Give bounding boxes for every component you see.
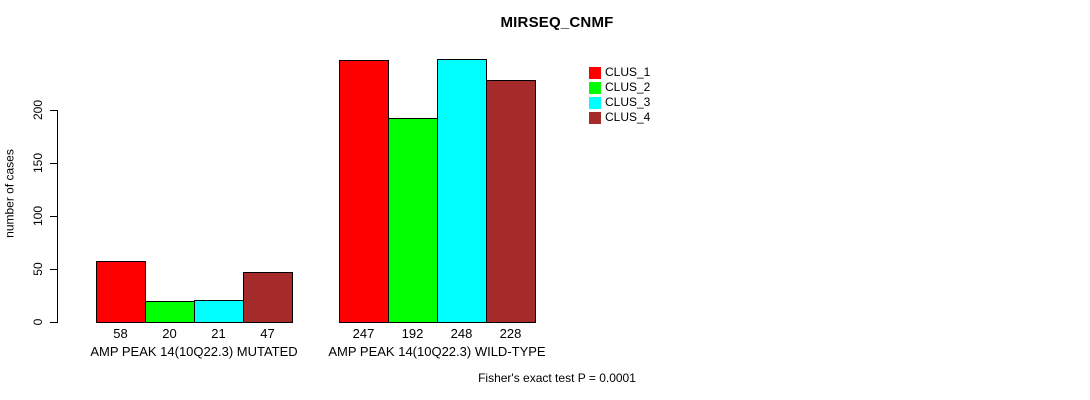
legend-item: CLUS_2: [589, 80, 650, 95]
bar: [96, 261, 146, 323]
bar-value-label: 21: [211, 326, 226, 341]
bar: [388, 118, 438, 323]
y-axis-label: number of cases: [2, 149, 17, 238]
y-axis-tick: [50, 322, 57, 323]
y-axis-tick-label: 100: [31, 205, 45, 227]
bar: [145, 301, 195, 323]
legend-swatch: [589, 111, 601, 124]
y-axis-tick: [50, 269, 57, 270]
y-axis-tick-label: 50: [31, 262, 45, 276]
bar-value-label: 248: [450, 326, 473, 341]
legend-item: CLUS_4: [589, 110, 650, 125]
y-axis-tick: [50, 110, 57, 111]
bar: [486, 80, 536, 323]
legend-item: CLUS_1: [589, 65, 650, 80]
bar-value-label: 58: [113, 326, 128, 341]
bar: [243, 272, 293, 323]
bar: [437, 59, 487, 323]
y-axis-tick-label: 200: [31, 99, 45, 121]
legend-label: CLUS_2: [605, 80, 651, 94]
legend-swatch: [589, 81, 601, 94]
y-axis-tick-label: 150: [31, 152, 45, 174]
legend: CLUS_1 CLUS_2 CLUS_3 CLUS_4: [589, 65, 650, 125]
bar-value-label: 247: [352, 326, 375, 341]
y-axis-tick: [50, 163, 57, 164]
legend-swatch: [589, 96, 601, 109]
legend-item: CLUS_3: [589, 95, 650, 110]
y-axis-tick-label: 0: [31, 318, 45, 326]
bar-value-label: 192: [401, 326, 424, 341]
legend-label: CLUS_1: [605, 65, 651, 79]
y-axis-tick: [50, 216, 57, 217]
bar-value-label: 228: [499, 326, 522, 341]
category-label: AMP PEAK 14(10Q22.3) MUTATED: [90, 344, 298, 359]
bar: [339, 60, 389, 323]
bar-value-label: 47: [260, 326, 275, 341]
legend-label: CLUS_4: [605, 110, 651, 124]
footnote-text: Fisher's exact test P = 0.0001: [478, 371, 636, 385]
category-label: AMP PEAK 14(10Q22.3) WILD-TYPE: [328, 344, 546, 359]
y-axis-line: [57, 110, 58, 323]
chart-title: MIRSEQ_CNMF: [500, 14, 614, 31]
legend-label: CLUS_3: [605, 95, 651, 109]
legend-swatch: [589, 66, 601, 79]
bar-value-label: 20: [162, 326, 177, 341]
bar: [194, 300, 244, 323]
